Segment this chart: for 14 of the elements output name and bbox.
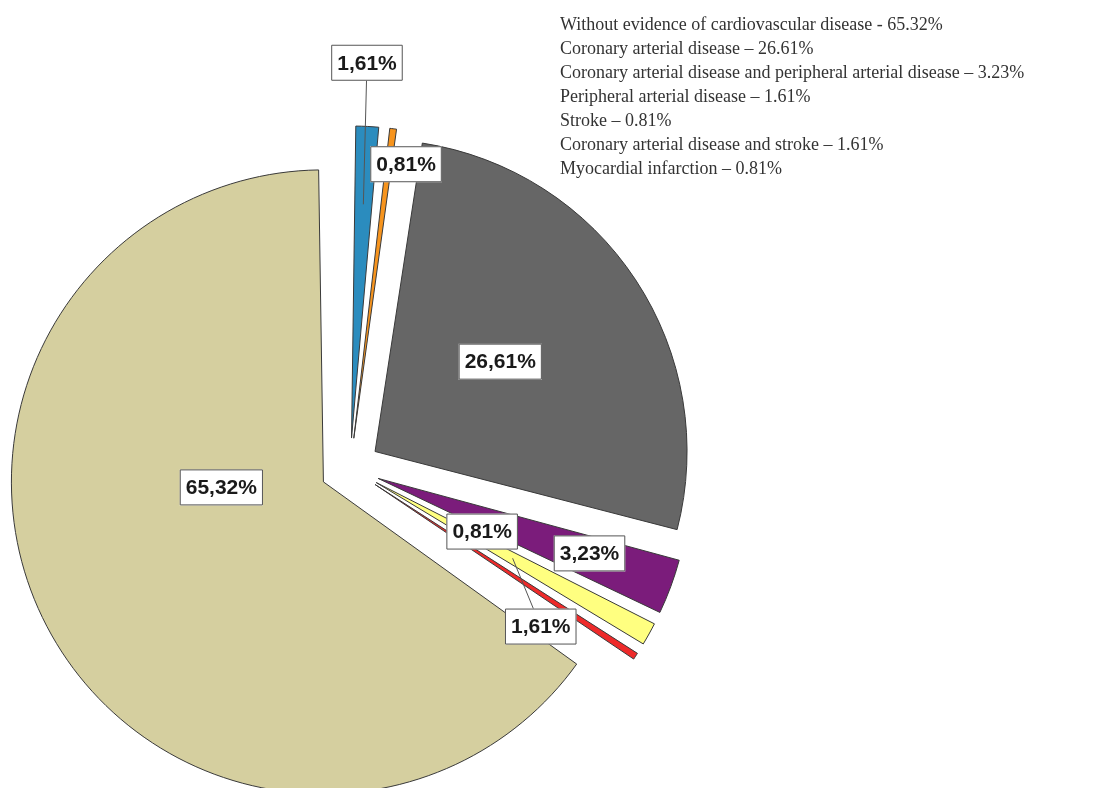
text: Myocardial infarction – 0.81% — [560, 157, 783, 180]
data-label: 0,81% — [452, 519, 513, 543]
text: Coronary arterial disease – 26.61% — [560, 37, 815, 60]
text: Without evidence of cardiovascular disease - 65.32% — [560, 13, 944, 36]
data-label: 3,23% — [559, 541, 620, 565]
text: Stroke – 0.81% — [560, 109, 673, 132]
data-label: 65,32% — [185, 475, 258, 499]
text: Coronary arterial disease and stroke – 1.61% — [560, 133, 885, 156]
text: Peripheral arterial disease – 1.61% — [560, 85, 812, 108]
data-label: 1,61% — [510, 614, 571, 638]
data-label: 26,61% — [464, 349, 537, 373]
text: Coronary arterial disease and peripheral arterial disease – 3.23% — [560, 61, 1025, 84]
data-label: 0,81% — [376, 152, 437, 176]
data-label: 1,61% — [337, 50, 398, 74]
